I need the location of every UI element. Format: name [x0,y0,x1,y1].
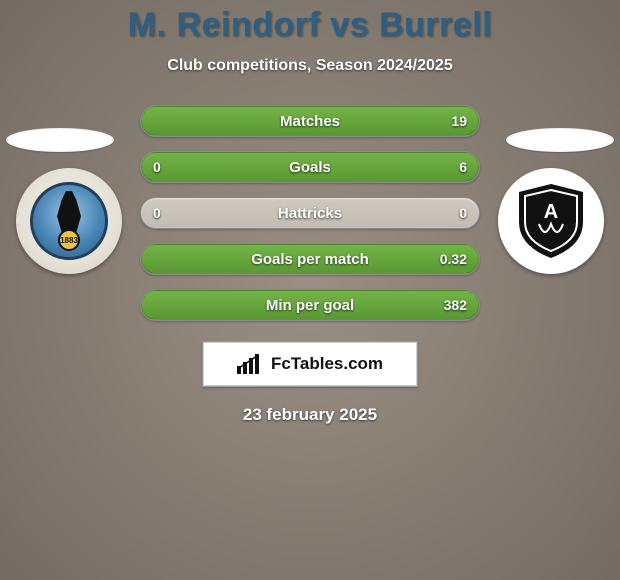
stat-label: Hattricks [278,205,342,222]
stat-row: 0 6 Goals [140,151,480,183]
brand-label: FcTables.com [271,354,383,374]
stat-row: 0 0 Hattricks [140,197,480,229]
left-club-badge: 1883 [16,168,122,274]
right-club-badge: A [498,168,604,274]
shield-icon: A [515,182,587,260]
stat-value-left: 0 [153,205,161,221]
stat-row: 0.32 Goals per match [140,243,480,275]
comparison-card: M. Reindorf vs Burrell Club competitions… [0,0,620,425]
stat-label: Matches [280,113,340,130]
stat-value-right: 0.32 [440,251,467,267]
brand-box[interactable]: FcTables.com [202,341,418,387]
stat-value-right: 19 [451,113,467,129]
page-title: M. Reindorf vs Burrell [0,6,620,45]
stat-value-right: 0 [459,205,467,221]
stat-label: Min per goal [266,297,354,314]
right-player-ellipse [506,128,614,152]
stat-row: 382 Min per goal [140,289,480,321]
club-year-badge: 1883 [58,229,80,251]
stat-value-right: 382 [444,297,467,313]
left-player-ellipse [6,128,114,152]
subtitle: Club competitions, Season 2024/2025 [0,57,620,75]
stat-row: 19 Matches [140,105,480,137]
stat-label: Goals [289,159,331,176]
svg-text:A: A [544,201,558,223]
stat-value-left: 0 [153,159,161,175]
date-label: 23 february 2025 [0,405,620,425]
bar-chart-icon [237,354,263,374]
stat-label: Goals per match [251,251,369,268]
stat-value-right: 6 [459,159,467,175]
